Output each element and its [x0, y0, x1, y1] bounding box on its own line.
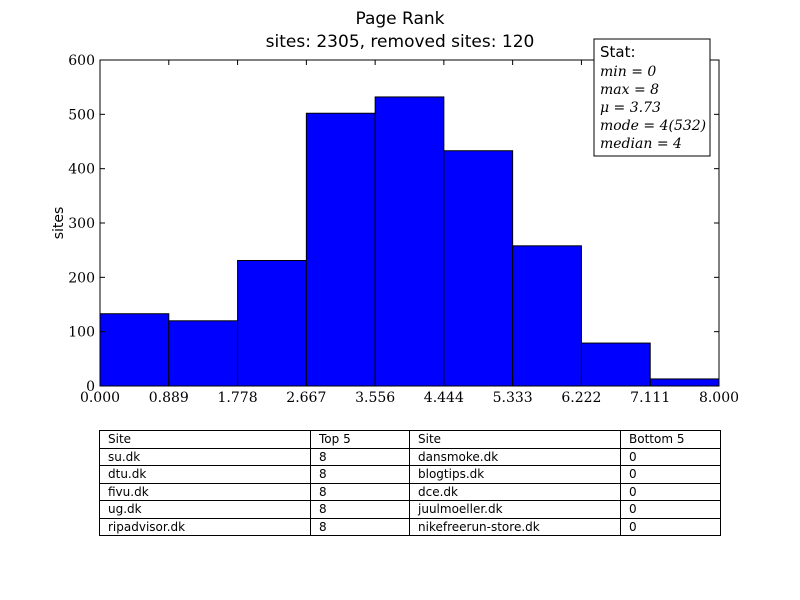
- table-cell: 8: [310, 500, 410, 519]
- stat-box-line: max = 8: [600, 82, 659, 98]
- header-top-5: Top 5: [310, 430, 410, 449]
- table-cell: 0: [620, 482, 721, 501]
- header-site-top: Site: [99, 430, 311, 449]
- histogram-bar: [443, 150, 514, 387]
- chart-title: Page Rank: [355, 9, 444, 29]
- x-tick-label: 7.111: [630, 390, 670, 406]
- table-cell: 8: [310, 482, 410, 501]
- table-cell: 0: [620, 465, 721, 484]
- histogram-bar: [512, 245, 582, 387]
- header-bottom-5: Bottom 5: [620, 430, 721, 449]
- y-tick-label: 200: [68, 270, 95, 286]
- table-cell: su.dk: [99, 447, 311, 466]
- stat-box-line: μ = 3.73: [600, 100, 661, 116]
- table-row: ug.dk 8 juulmoeller.dk 0: [99, 500, 721, 519]
- table-cell: dansmoke.dk: [409, 447, 621, 466]
- table-cell: 0: [620, 447, 721, 466]
- histogram-bar: [374, 96, 445, 387]
- x-tick-label: 6.222: [561, 390, 601, 406]
- histogram-bar: [168, 320, 239, 387]
- ticks-group: 0.000 0.889 1.778 2.667 3.556 4.444 5.333 6.222…: [68, 53, 739, 406]
- stat-box-line: mode = 4(532): [600, 118, 706, 134]
- table-cell: 8: [310, 517, 410, 536]
- top-bottom-sites-table-container: Site Top 5 Site Bottom 5 su.dk 8 dansmok…: [99, 430, 721, 536]
- y-axis-label: sites: [51, 207, 67, 240]
- histogram-bar: [649, 378, 720, 387]
- histogram-bar: [580, 342, 651, 387]
- stat-box-frame: [593, 38, 711, 157]
- histogram-bar: [237, 259, 307, 387]
- y-tick-label: 600: [68, 53, 95, 69]
- table-row: dtu.dk 8 blogtips.dk 0: [99, 465, 721, 484]
- page-rank-chart: Page Rank sites: 2305, removed sites: 12…: [51, 9, 739, 406]
- x-tick-label: 0.000: [80, 390, 120, 406]
- table-cell: 8: [310, 465, 410, 484]
- x-tick-label: 2.667: [286, 390, 326, 406]
- x-tick-label: 1.778: [218, 390, 258, 406]
- stat-box-line: min = 0: [600, 64, 656, 80]
- x-tick-label: 8.000: [699, 390, 739, 406]
- table-cell: 8: [310, 447, 410, 466]
- stat-box-title: Stat:: [600, 43, 636, 61]
- table-cell: blogtips.dk: [409, 465, 621, 484]
- x-tick-label: 4.444: [424, 390, 464, 406]
- table-cell: nikefreerun-store.dk: [409, 517, 621, 536]
- table-cell: dce.dk: [409, 482, 621, 501]
- histogram-bar: [99, 313, 170, 387]
- header-site-bottom: Site: [409, 430, 621, 449]
- table-cell: ug.dk: [99, 500, 311, 519]
- bars-group: [99, 96, 720, 387]
- plot-frame: [99, 59, 720, 387]
- table-cell: dtu.dk: [99, 465, 311, 484]
- chart-subtitle: sites: 2305, removed sites: 120: [266, 32, 535, 52]
- histogram-bar: [305, 112, 376, 387]
- y-tick-label: 500: [68, 107, 95, 123]
- y-tick-label: 400: [68, 162, 95, 178]
- table-row: fivu.dk 8 dce.dk 0: [99, 482, 721, 501]
- y-tick-label: 300: [68, 216, 95, 232]
- table-cell: 0: [620, 500, 721, 519]
- table-row: ripadvisor.dk 8 nikefreerun-store.dk 0: [99, 517, 721, 536]
- table-header-row: Site Top 5 Site Bottom 5: [99, 430, 721, 449]
- y-tick-label: 0: [86, 379, 95, 395]
- y-tick-label: 100: [68, 325, 95, 341]
- x-tick-label: 0.889: [149, 390, 189, 406]
- table-cell: juulmoeller.dk: [409, 500, 621, 519]
- table-row: su.dk 8 dansmoke.dk 0: [99, 447, 721, 466]
- stat-box: Stat: min = 0 max = 8 μ = 3.73 mode = 4(532)…: [593, 38, 711, 157]
- table-cell: 0: [620, 517, 721, 536]
- x-tick-label: 3.556: [355, 390, 395, 406]
- table-cell: fivu.dk: [99, 482, 311, 501]
- top-bottom-sites-table: Site Top 5 Site Bottom 5 su.dk 8 dansmok…: [99, 430, 721, 536]
- stat-box-line: median = 4: [600, 136, 682, 152]
- x-tick-label: 5.333: [493, 390, 533, 406]
- table-cell: ripadvisor.dk: [99, 517, 311, 536]
